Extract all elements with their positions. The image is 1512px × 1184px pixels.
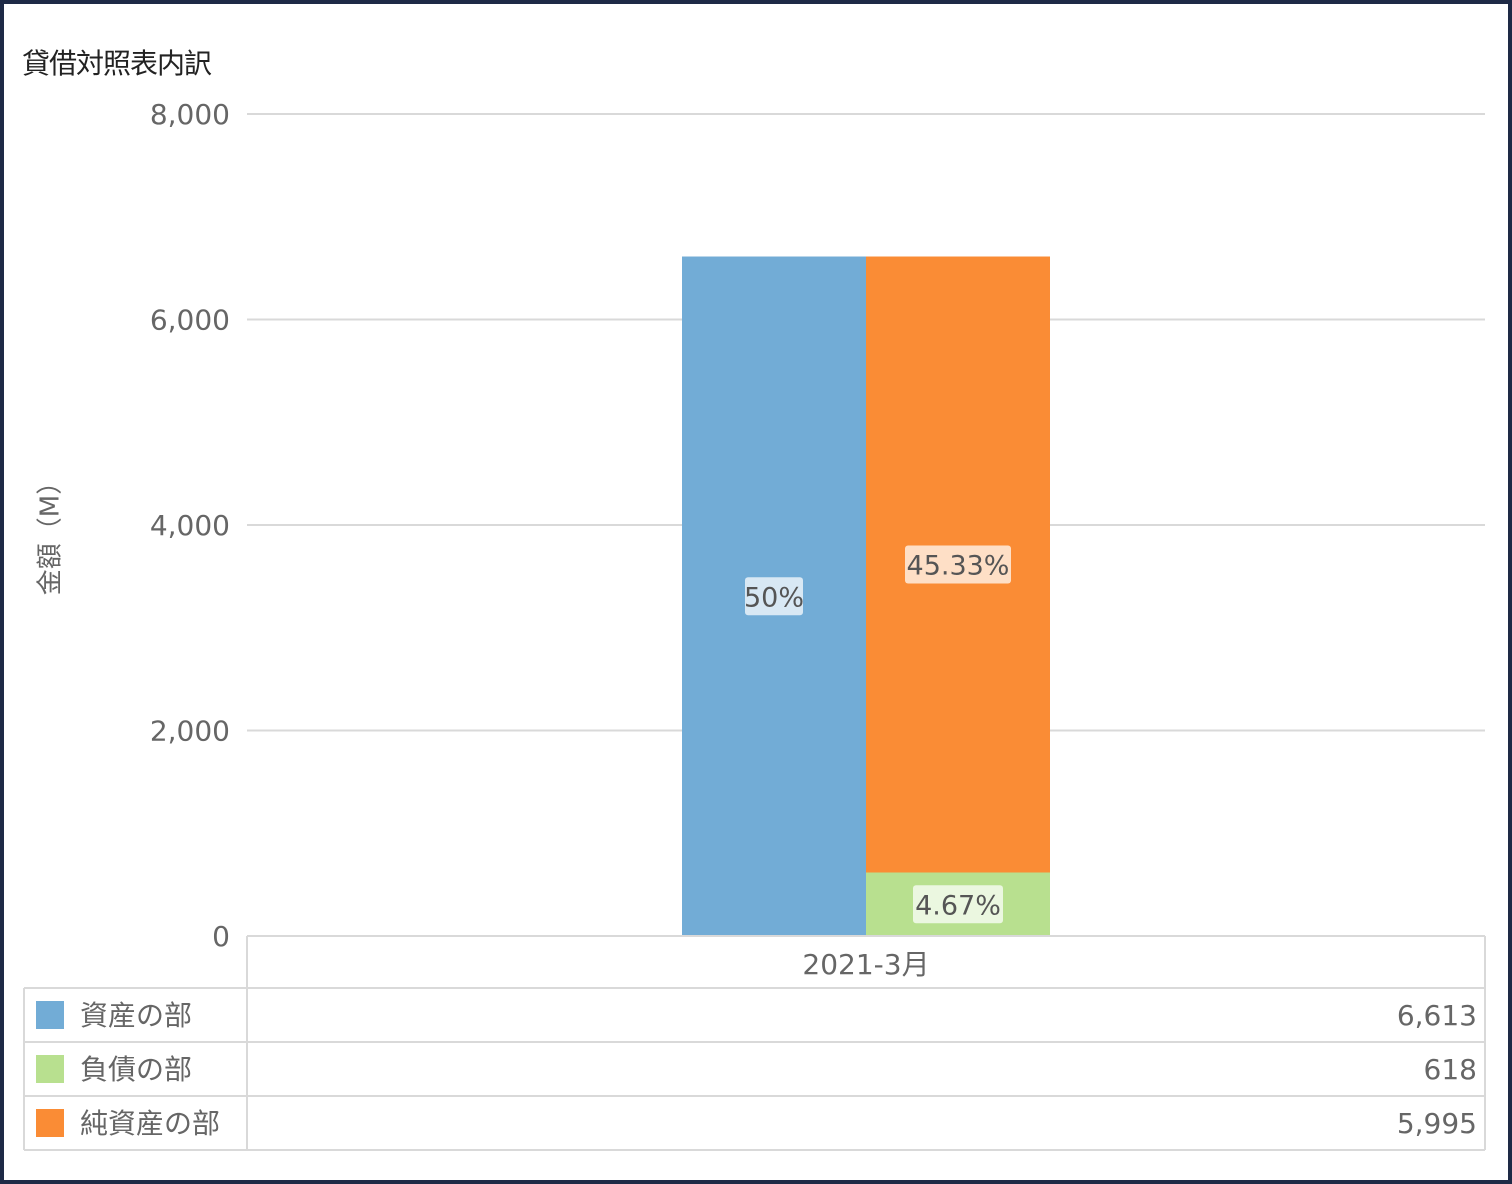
- legend-swatch: [36, 1055, 64, 1083]
- y-tick-label: 4,000: [150, 509, 230, 542]
- table-value: 6,613: [1397, 999, 1477, 1032]
- legend-swatch: [36, 1109, 64, 1137]
- data-label: 4.67%: [915, 890, 1001, 921]
- legend-swatch: [36, 1001, 64, 1029]
- table-value: 618: [1424, 1053, 1477, 1086]
- data-label-background: [745, 577, 803, 616]
- x-category-label: 2021-3月: [802, 948, 929, 981]
- data-label: 50%: [744, 582, 804, 613]
- y-tick-label: 6,000: [150, 304, 230, 337]
- table-value: 5,995: [1397, 1107, 1477, 1140]
- legend-label: 資産の部: [80, 999, 192, 1032]
- legend-label: 純資産の部: [80, 1107, 220, 1140]
- y-tick-label: 2,000: [150, 715, 230, 748]
- data-label-background: [905, 545, 1011, 584]
- y-tick-label: 0: [212, 920, 230, 953]
- legend-label: 負債の部: [80, 1053, 192, 1086]
- data-label-background: [913, 885, 1003, 924]
- data-label: 45.33%: [907, 551, 1010, 582]
- chart-title: 貸借対照表内訳: [22, 47, 212, 80]
- y-tick-label: 8,000: [150, 98, 230, 131]
